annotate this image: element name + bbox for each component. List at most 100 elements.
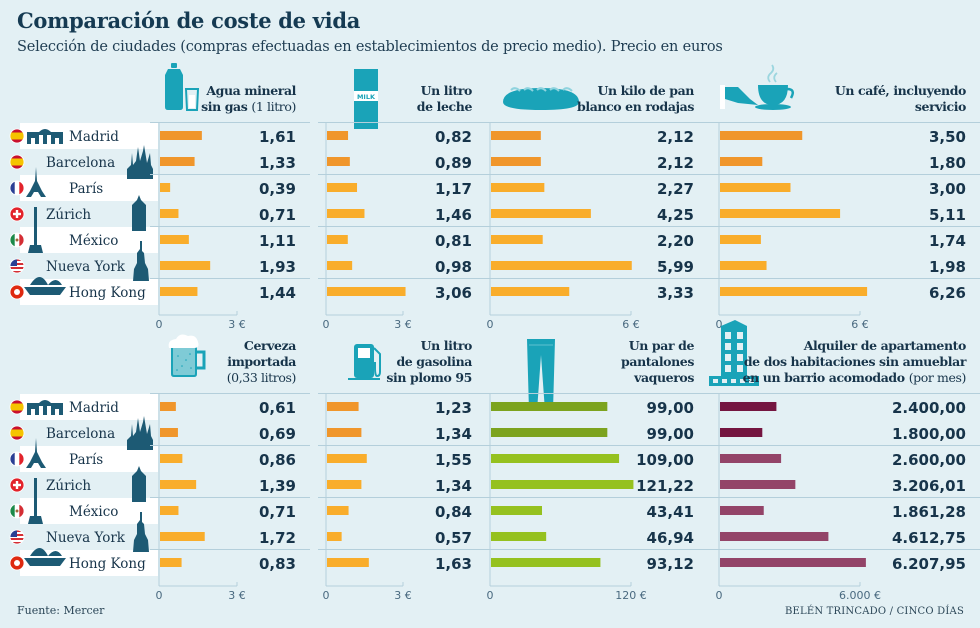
zurich-building-icon	[132, 195, 146, 231]
value-label: 0,61	[259, 399, 296, 417]
value-label: 1,17	[435, 180, 472, 198]
apartment-building-icon	[709, 320, 759, 386]
panel-title: Un litro	[421, 338, 472, 353]
usa-flag-icon	[9, 529, 25, 545]
value-label: 0,39	[259, 180, 296, 198]
tick-label: 0	[156, 589, 163, 602]
value-label: 109,00	[636, 451, 694, 469]
page-title: Comparación de coste de vida	[17, 8, 361, 33]
value-label: 46,94	[647, 529, 694, 547]
puerta-de-alcala-icon	[27, 129, 63, 144]
panel-subtitle: (por mes)	[909, 370, 966, 385]
panel-title-line: Un litro	[421, 83, 472, 98]
tick-label: 0	[323, 318, 330, 331]
panel-title: Un kilo de pan	[597, 83, 694, 98]
city-label: Nueva York	[46, 530, 126, 546]
bar-bread	[491, 261, 632, 270]
panel-title: Un litro	[421, 83, 472, 98]
value-label: 0,84	[435, 503, 472, 521]
value-label: 6.207,95	[892, 555, 966, 573]
jeans-icon	[527, 339, 555, 411]
tick-label: 6.000 €	[839, 589, 881, 602]
panel-title-line: Un par de	[629, 338, 695, 353]
panel-title-line: de gasolina	[396, 354, 472, 369]
value-label: 1,72	[259, 529, 296, 547]
source-note: Fuente: Mercer	[17, 604, 105, 617]
panel-title-line: de leche	[417, 99, 473, 114]
tick-label: 3 €	[228, 318, 246, 331]
city-label: Zúrich	[46, 478, 91, 494]
bar-rent	[720, 506, 764, 515]
panel-title: Un par de	[629, 338, 695, 353]
value-label: 4,25	[657, 206, 694, 224]
bar-rent	[720, 558, 866, 567]
value-label: 6,26	[929, 284, 966, 302]
bar-gasoline	[327, 480, 362, 489]
value-label: 1,11	[259, 232, 296, 250]
value-label: 2,12	[657, 154, 694, 172]
spain-flag-icon	[9, 128, 25, 144]
value-label: 1,34	[435, 425, 472, 443]
tick-label: 6 €	[851, 318, 869, 331]
value-label: 1,46	[435, 206, 472, 224]
bar-rent	[720, 428, 763, 437]
zurich-building-icon	[132, 466, 146, 502]
bar-coffee	[720, 287, 868, 296]
eiffel-tower-icon	[26, 167, 46, 197]
bar-milk	[327, 287, 406, 296]
city-label: Zúrich	[46, 207, 91, 223]
bar-bread	[491, 131, 541, 140]
bar-gasoline	[327, 428, 362, 437]
bar-coffee	[720, 183, 791, 192]
bar-gasoline	[327, 558, 369, 567]
bar-coffee	[720, 209, 841, 218]
france-flag-icon	[9, 451, 25, 467]
switzerland-flag-icon	[9, 206, 25, 222]
bar-water	[160, 131, 202, 140]
value-label: 0,82	[435, 128, 472, 146]
value-label: 2.600,00	[892, 451, 966, 469]
usa-flag-icon	[9, 258, 25, 274]
bar-rent	[720, 402, 777, 411]
gas-pump-icon	[348, 344, 381, 380]
bar-rent	[720, 454, 782, 463]
value-label: 2,20	[657, 232, 694, 250]
milk-carton-icon: MILK	[354, 69, 378, 129]
mexico-flag-icon	[9, 232, 25, 248]
bar-bread	[491, 287, 570, 296]
bar-beer	[160, 506, 179, 515]
city-label: Barcelona	[46, 426, 115, 442]
value-label: 3,50	[929, 128, 966, 146]
city-label: México	[69, 504, 118, 520]
panel-title-line: servicio	[915, 99, 966, 114]
value-label: 0,83	[259, 555, 296, 573]
value-label: 5,11	[929, 206, 966, 224]
bar-milk	[327, 183, 358, 192]
tick-label: 0	[487, 589, 494, 602]
value-label: 4.612,75	[892, 529, 966, 547]
tick-label: 3 €	[228, 589, 246, 602]
bar-coffee	[720, 131, 803, 140]
panel-subtitle: (1 litro)	[251, 99, 296, 114]
tick-label: 0	[716, 318, 723, 331]
city-row-bg	[20, 498, 158, 524]
statue-of-liberty-icon	[133, 241, 149, 281]
tick-label: 3 €	[394, 589, 412, 602]
city-labels: Madrid Barcelona París Zúrich México Nueva Yo…	[9, 128, 146, 301]
bar-beer	[160, 402, 176, 411]
city-label: México	[69, 233, 118, 249]
value-label: 1,34	[435, 477, 472, 495]
value-label: 1,63	[435, 555, 472, 573]
value-label: 0,71	[259, 503, 296, 521]
sagrada-familia-icon	[127, 145, 153, 179]
value-label: 5,99	[657, 258, 694, 276]
value-label: 1,44	[259, 284, 296, 302]
bar-milk	[327, 261, 353, 270]
bar-jeans	[491, 428, 608, 437]
switzerland-flag-icon	[9, 477, 25, 493]
